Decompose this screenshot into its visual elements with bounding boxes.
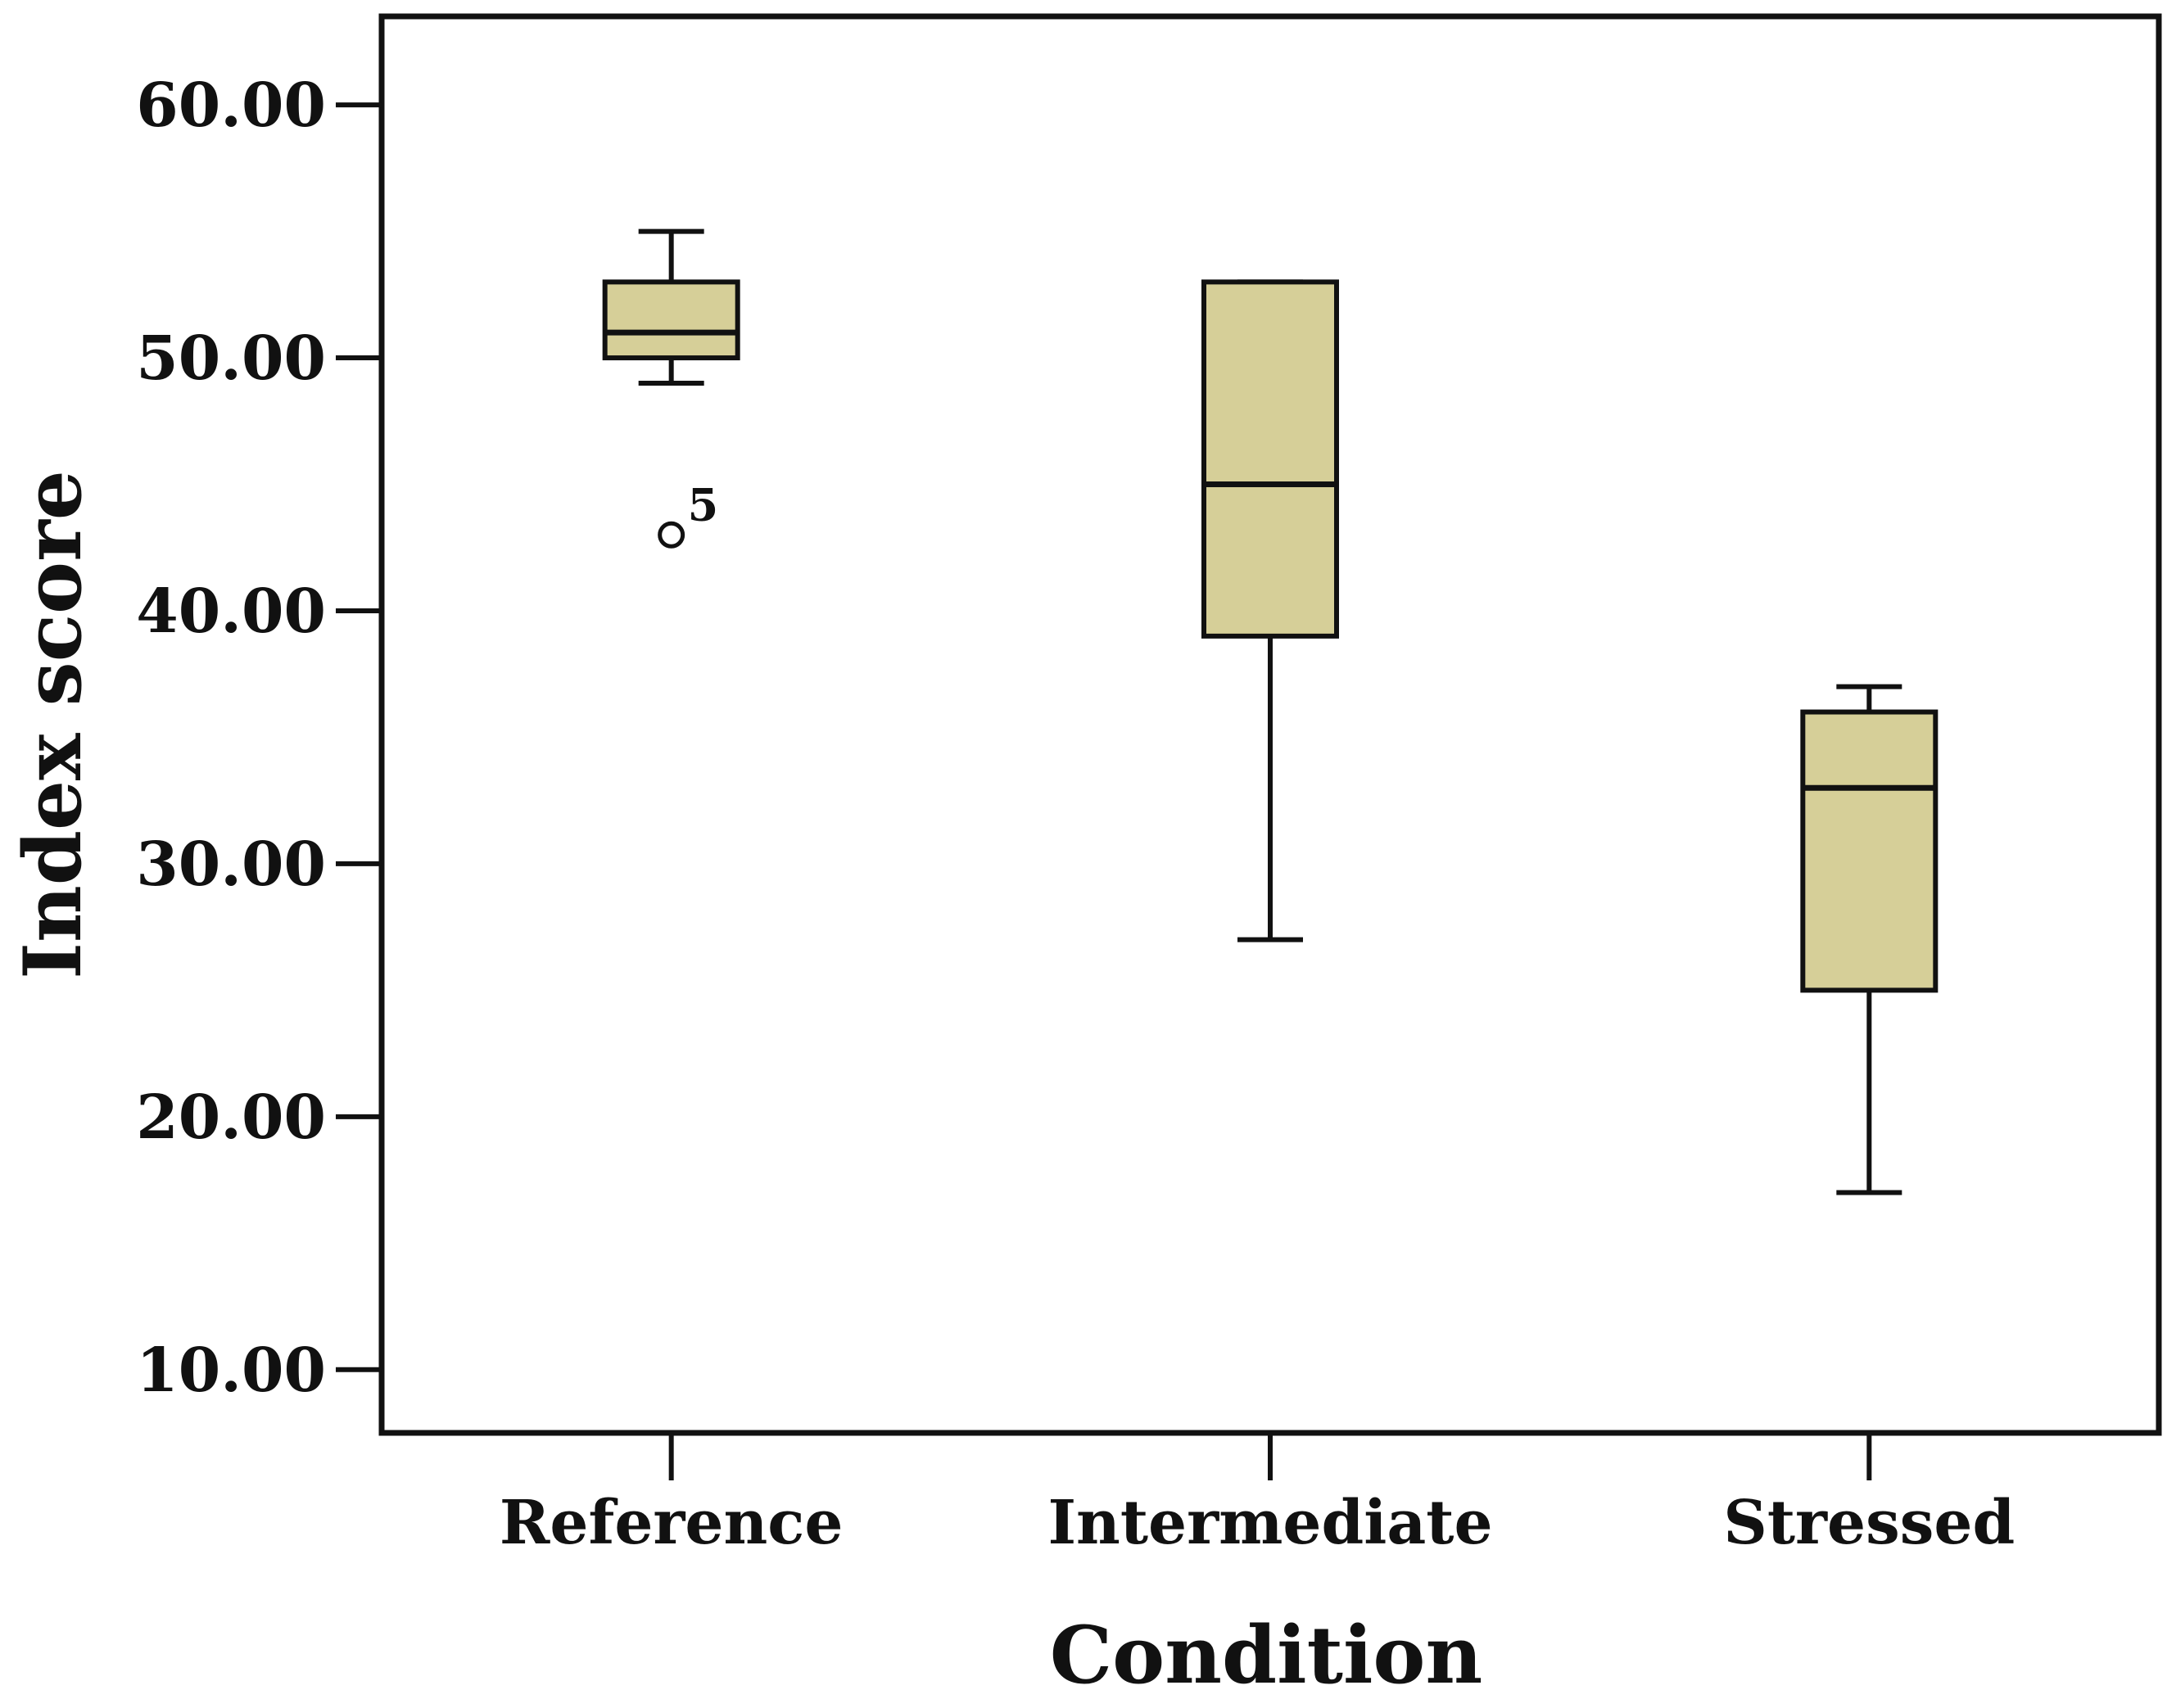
outlier-label: 5 bbox=[688, 478, 719, 531]
y-axis-title: Index score bbox=[7, 470, 99, 979]
y-tick-label: 20.00 bbox=[136, 1082, 326, 1153]
y-tick-label: 10.00 bbox=[136, 1335, 326, 1406]
iqr-box bbox=[602, 279, 740, 361]
y-tick-label: 40.00 bbox=[136, 576, 326, 647]
x-tick-label: Stressed bbox=[1723, 1488, 2015, 1558]
x-tick-label: Reference bbox=[500, 1488, 844, 1558]
outlier-point bbox=[658, 521, 685, 549]
box-series: 5 bbox=[602, 228, 1939, 1195]
y-axis: 10.00 20.00 30.00 40.00 50.00 60.00 bbox=[136, 70, 382, 1406]
box-reference: 5 bbox=[602, 228, 740, 549]
iqr-box bbox=[1800, 709, 1939, 993]
x-axis-title: Condition bbox=[1050, 1609, 1482, 1701]
y-tick-label: 60.00 bbox=[136, 70, 326, 141]
x-tick-label: Intermediate bbox=[1047, 1488, 1492, 1558]
x-axis: Reference Intermediate Stressed bbox=[500, 1433, 2015, 1558]
iqr-box bbox=[1201, 279, 1339, 639]
y-tick-label: 50.00 bbox=[136, 323, 326, 394]
y-tick-label: 30.00 bbox=[136, 829, 326, 900]
box-stressed bbox=[1800, 684, 1939, 1195]
box-intermediate bbox=[1201, 279, 1339, 942]
